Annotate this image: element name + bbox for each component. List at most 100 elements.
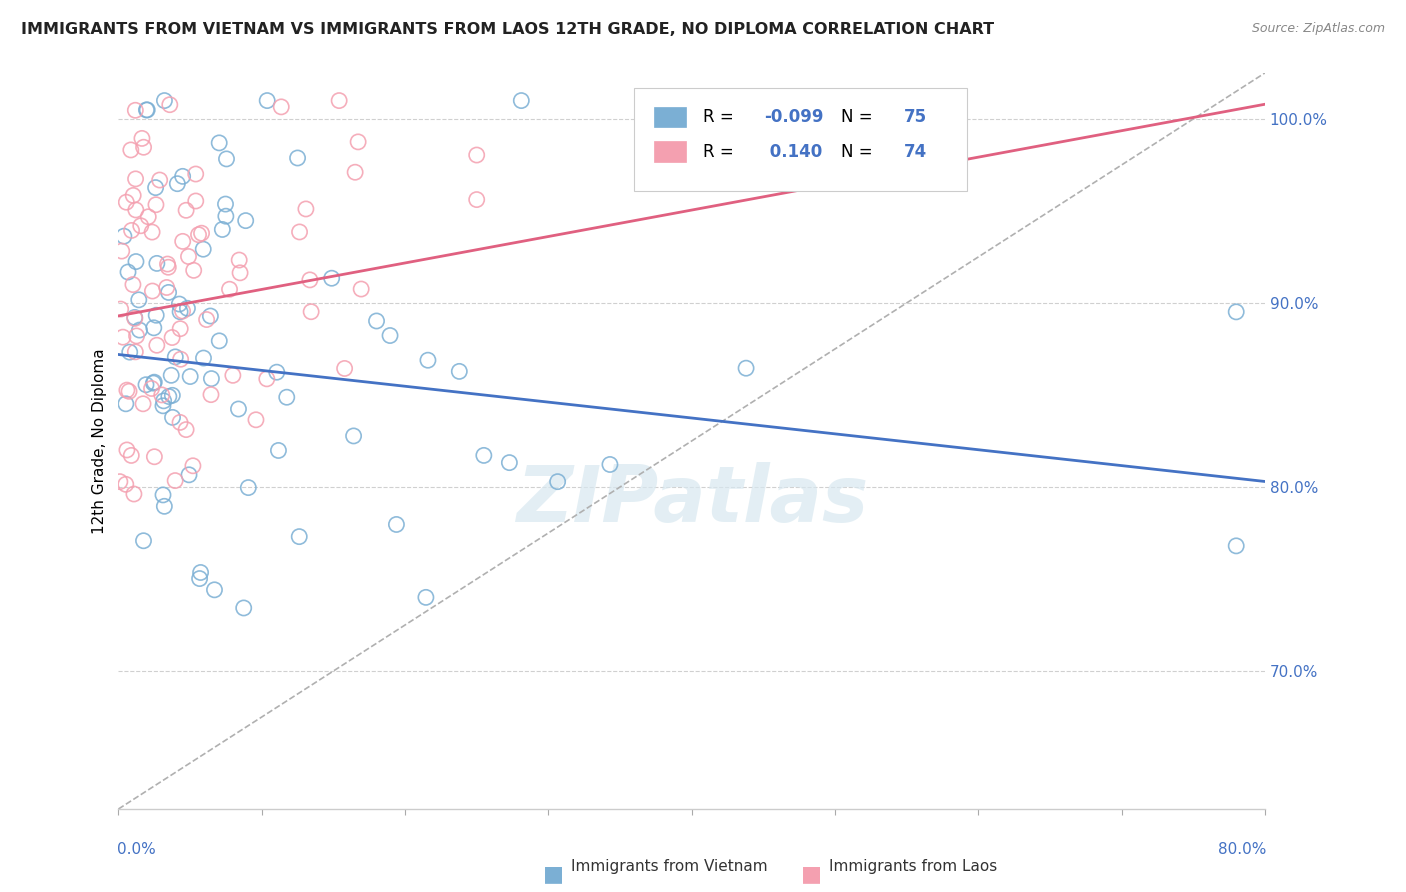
FancyBboxPatch shape bbox=[634, 87, 967, 191]
Point bbox=[232, 601, 254, 615]
Point bbox=[124, 310, 146, 325]
Point bbox=[188, 572, 211, 586]
Point bbox=[190, 566, 212, 580]
Point bbox=[177, 467, 200, 482]
Point bbox=[218, 282, 240, 296]
Point bbox=[472, 449, 495, 463]
Point bbox=[165, 350, 187, 364]
Point bbox=[228, 253, 250, 268]
Point bbox=[299, 304, 322, 318]
Point bbox=[136, 103, 159, 117]
Point bbox=[342, 429, 364, 443]
Text: 80.0%: 80.0% bbox=[1218, 842, 1265, 857]
Point bbox=[177, 250, 200, 264]
Point bbox=[169, 297, 191, 311]
Point bbox=[121, 223, 143, 237]
Point bbox=[146, 256, 169, 270]
Point bbox=[128, 323, 150, 337]
Point bbox=[366, 314, 388, 328]
Point bbox=[132, 533, 155, 548]
Point bbox=[117, 265, 139, 279]
Point bbox=[122, 487, 145, 501]
Point bbox=[141, 225, 163, 239]
Point bbox=[347, 135, 370, 149]
Point bbox=[115, 397, 138, 411]
Point bbox=[142, 376, 165, 391]
Point bbox=[141, 284, 163, 298]
Point bbox=[295, 202, 318, 216]
Point bbox=[215, 209, 238, 223]
Point bbox=[124, 172, 146, 186]
Point bbox=[235, 213, 257, 227]
Text: ■: ■ bbox=[543, 864, 564, 884]
Point bbox=[132, 140, 155, 154]
Point bbox=[270, 100, 292, 114]
Point bbox=[215, 152, 238, 166]
Point bbox=[114, 477, 136, 491]
Point bbox=[200, 371, 222, 385]
Point bbox=[547, 475, 569, 489]
Point bbox=[193, 351, 215, 365]
Point bbox=[108, 475, 131, 489]
Point bbox=[160, 330, 183, 344]
Point bbox=[172, 169, 194, 184]
Point bbox=[169, 322, 191, 336]
Point bbox=[141, 382, 163, 396]
Point bbox=[149, 173, 172, 187]
Point bbox=[145, 198, 167, 212]
Point bbox=[256, 372, 278, 386]
Point bbox=[112, 229, 135, 244]
Point bbox=[153, 500, 176, 514]
Point bbox=[122, 277, 145, 292]
Text: -0.099: -0.099 bbox=[763, 108, 824, 126]
Point bbox=[266, 365, 288, 379]
Point bbox=[416, 353, 439, 368]
Point bbox=[124, 103, 146, 118]
Point bbox=[125, 329, 148, 343]
Text: IMMIGRANTS FROM VIETNAM VS IMMIGRANTS FROM LAOS 12TH GRADE, NO DIPLOMA CORRELATI: IMMIGRANTS FROM VIETNAM VS IMMIGRANTS FR… bbox=[21, 22, 994, 37]
Text: ■: ■ bbox=[800, 864, 821, 884]
Point bbox=[169, 352, 191, 367]
Point bbox=[125, 254, 148, 268]
Point bbox=[200, 309, 222, 323]
Point bbox=[152, 488, 174, 502]
Point bbox=[145, 308, 167, 322]
Point bbox=[344, 165, 367, 179]
Point bbox=[184, 167, 207, 181]
Point bbox=[156, 280, 179, 294]
Point bbox=[153, 94, 176, 108]
Point bbox=[156, 257, 179, 271]
Point bbox=[256, 94, 278, 108]
Point bbox=[166, 177, 188, 191]
Point bbox=[146, 338, 169, 352]
Point bbox=[115, 195, 138, 210]
Text: 75: 75 bbox=[904, 108, 927, 126]
Point bbox=[287, 151, 309, 165]
Point bbox=[735, 361, 758, 376]
Point bbox=[183, 263, 205, 277]
Point bbox=[110, 302, 132, 317]
Point bbox=[135, 103, 157, 117]
Point bbox=[131, 131, 153, 145]
Point bbox=[142, 321, 165, 335]
Point bbox=[143, 450, 166, 464]
Point bbox=[172, 235, 194, 249]
Point bbox=[350, 282, 373, 296]
Text: N =: N = bbox=[841, 108, 877, 126]
Text: 0.0%: 0.0% bbox=[117, 842, 156, 857]
Point bbox=[298, 273, 321, 287]
Point bbox=[162, 388, 184, 402]
Y-axis label: 12th Grade, No Diploma: 12th Grade, No Diploma bbox=[93, 348, 107, 533]
Point bbox=[288, 225, 311, 239]
Point bbox=[193, 242, 215, 256]
Point bbox=[328, 94, 350, 108]
Point bbox=[128, 293, 150, 307]
Point bbox=[208, 136, 231, 150]
Point bbox=[152, 393, 174, 408]
Point bbox=[378, 328, 401, 343]
Point bbox=[122, 188, 145, 202]
Point bbox=[165, 474, 187, 488]
Point bbox=[1225, 539, 1247, 553]
Point bbox=[118, 384, 141, 399]
Text: R =: R = bbox=[703, 108, 740, 126]
